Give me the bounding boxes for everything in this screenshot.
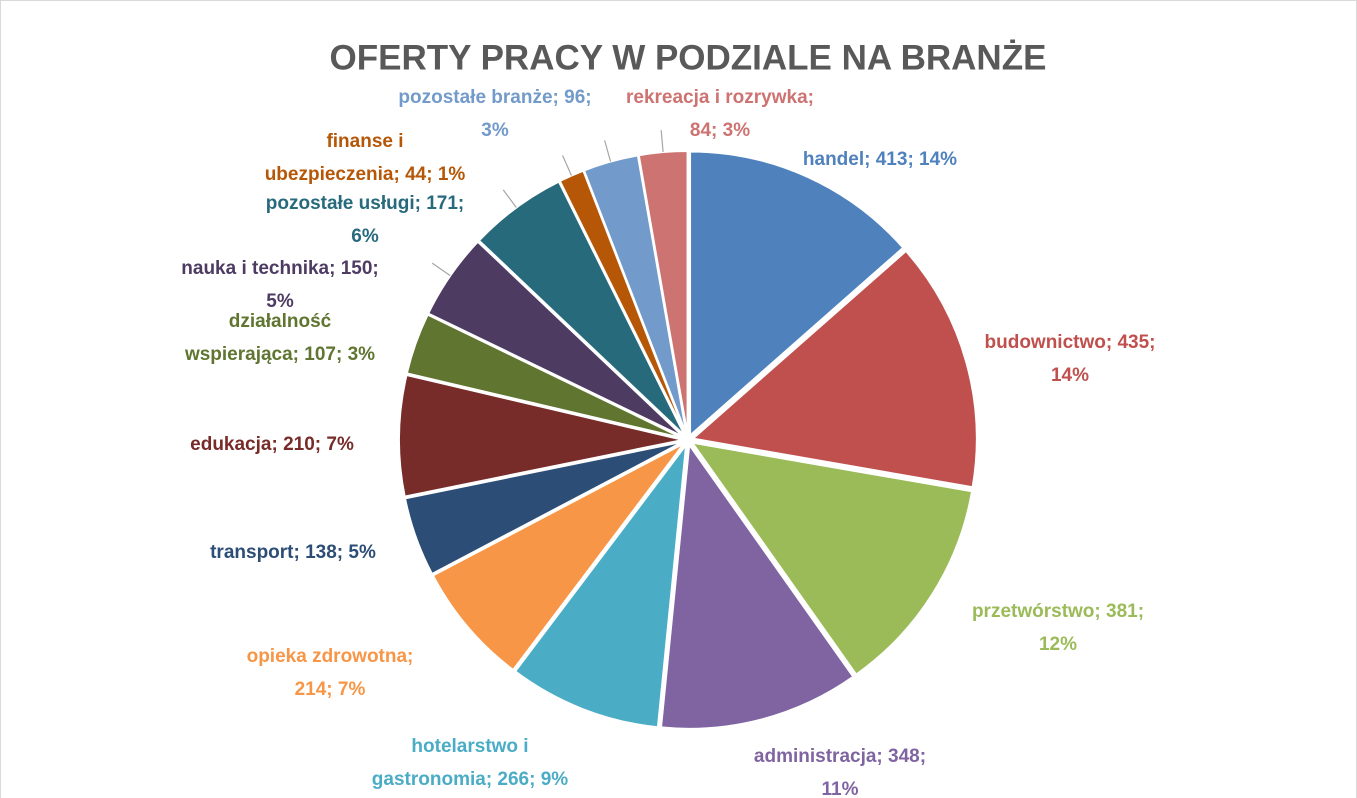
data-label: administracja; 348; 11% (754, 746, 926, 798)
data-label: rekreacja i rozrywka; 84; 3% (626, 87, 814, 141)
pie-slice (637, 150, 689, 436)
chart-title: OFERTY PRACY W PODZIALE NA BRANŻE (330, 38, 1047, 77)
pie-slice (513, 441, 688, 729)
pie-slice (405, 313, 684, 440)
data-label: budownictwo; 435; 14% (985, 332, 1156, 386)
data-label: pozostałe usługi; 171; 6% (266, 193, 464, 247)
pie-slice (431, 442, 685, 672)
leader-line (431, 262, 451, 277)
pie-slice (398, 373, 684, 498)
data-label: handel; 413; 14% (803, 149, 957, 170)
data-label: nauka i technika; 150; 5% (181, 258, 378, 312)
leader-line (562, 155, 572, 176)
pie-slice (659, 442, 855, 730)
data-label: opieka zdrowotna; 214; 7% (247, 646, 414, 700)
pie-slice (477, 180, 686, 437)
leader-line (502, 189, 517, 208)
pie-slice (403, 440, 684, 576)
pie-slice (690, 249, 978, 489)
pie-slice (689, 150, 905, 438)
data-label: hotelarstwo i gastronomia; 266; 9% (372, 736, 568, 790)
data-label: edukacja; 210; 7% (190, 434, 354, 455)
pie-slice (426, 240, 685, 439)
data-label: transport; 138; 5% (210, 542, 376, 563)
data-label: finanse i ubezpieczenia; 44; 1% (265, 131, 466, 185)
data-label: działalność wspierająca; 107; 3% (184, 311, 375, 365)
data-label: przetwórstwo; 381; 12% (972, 601, 1144, 655)
pie-slice (690, 441, 974, 676)
leader-line (660, 130, 664, 153)
data-label: pozostałe branże; 96; 3% (398, 87, 591, 141)
leader-line (604, 140, 612, 162)
